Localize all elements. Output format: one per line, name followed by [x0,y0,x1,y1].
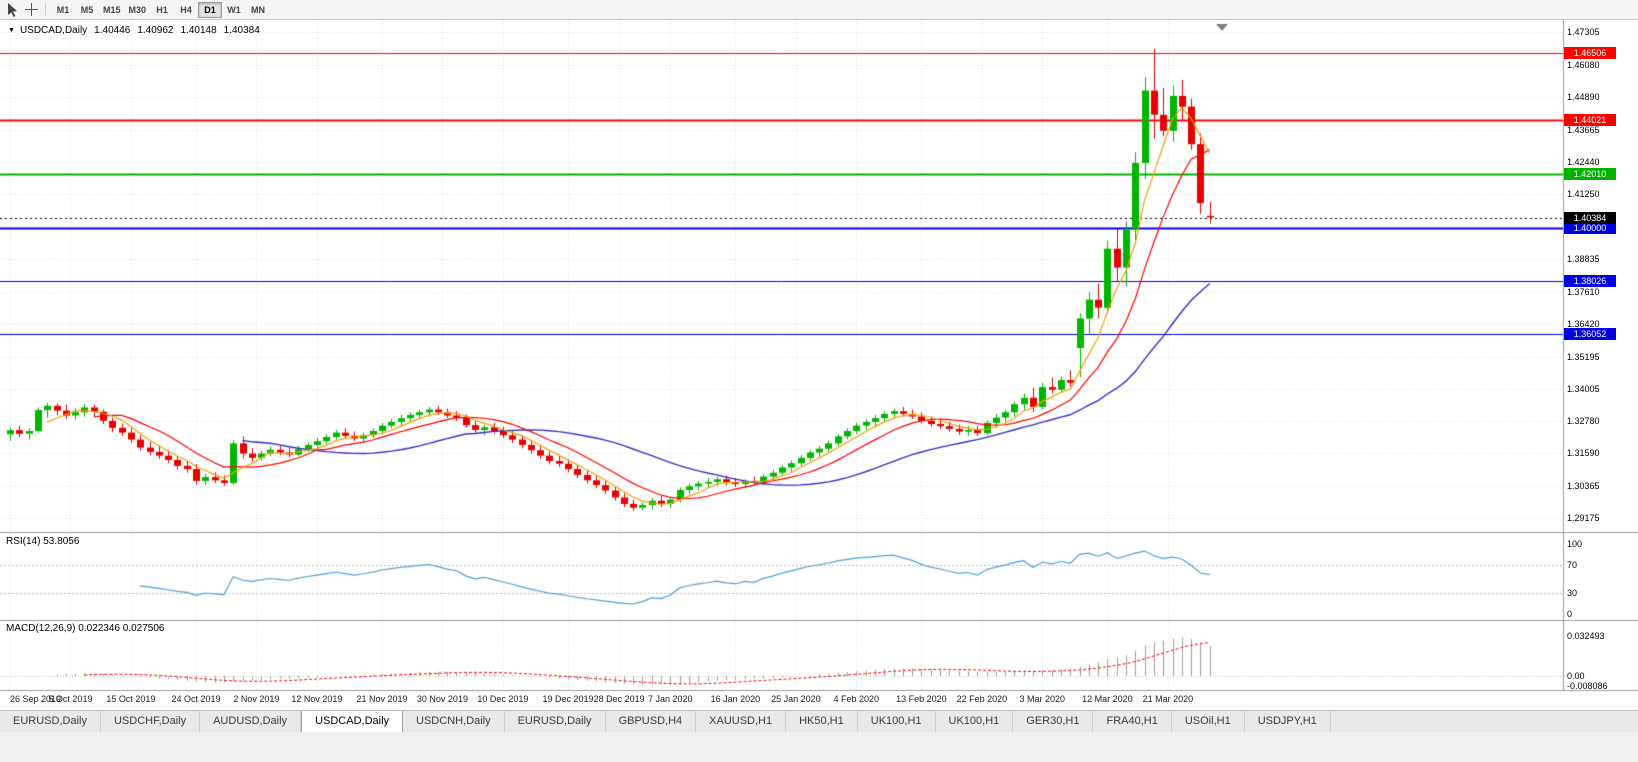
chart-tab-hk50-h1[interactable]: HK50,H1 [786,711,858,732]
timeframe-button-h4[interactable]: H4 [174,2,198,18]
timeframe-button-group: M1 M5 M15 M30 H1 H4 D1 W1 MN [51,1,270,18]
cursor-tool-icon[interactable] [4,2,22,18]
window-footer [0,732,1638,762]
chart-tab-eurusd-daily[interactable]: EURUSD,Daily [504,711,606,732]
timeframe-button-m1[interactable]: M1 [51,2,75,18]
timeframe-button-h1[interactable]: H1 [150,2,174,18]
chart-region: ▼ USDCAD,Daily 1.40446 1.40962 1.40148 1.4038… [0,20,1638,710]
crosshair-tool-icon[interactable] [22,2,40,18]
timeframe-button-w1[interactable]: W1 [222,2,246,18]
chart-tab-eurusd-daily[interactable]: EURUSD,Daily [0,711,101,732]
chart-tab-uk100-h1[interactable]: UK100,H1 [935,711,1014,732]
chart-tab-bar: EURUSD,Daily USDCHF,Daily AUDUSD,Daily USDC… [0,710,1638,732]
timeframe-button-d1[interactable]: D1 [198,1,223,18]
main-toolbar: M1 M5 M15 M30 H1 H4 D1 W1 MN [0,0,1638,20]
chart-tab-usoil-h1[interactable]: USOil,H1 [1171,711,1245,732]
chart-tab-audusd-daily[interactable]: AUDUSD,Daily [200,711,302,732]
chart-tab-usdjpy-h1[interactable]: USDJPY,H1 [1244,711,1331,732]
chart-tab-usdchf-daily[interactable]: USDCHF,Daily [100,711,201,732]
chart-tab-usdcad-daily[interactable]: USDCAD,Daily [301,711,404,732]
timeframe-button-m15[interactable]: M15 [99,2,125,18]
timeframe-button-mn[interactable]: MN [246,2,270,18]
chart-tab-fra40-h1[interactable]: FRA40,H1 [1093,711,1172,732]
timeframe-button-m30[interactable]: M30 [125,2,151,18]
toolbar-separator [45,3,46,16]
chart-tab-xauusd-h1[interactable]: XAUUSD,H1 [696,711,787,732]
chart-tab-usdcnh-daily[interactable]: USDCNH,Daily [403,711,505,732]
chart-tab-uk100-h1[interactable]: UK100,H1 [857,711,936,732]
chart-tab-gbpusd-h4[interactable]: GBPUSD,H4 [605,711,697,732]
price-chart-canvas[interactable] [0,20,1638,710]
chart-tab-ger30-h1[interactable]: GER30,H1 [1013,711,1094,732]
timeframe-button-m5[interactable]: M5 [75,2,99,18]
